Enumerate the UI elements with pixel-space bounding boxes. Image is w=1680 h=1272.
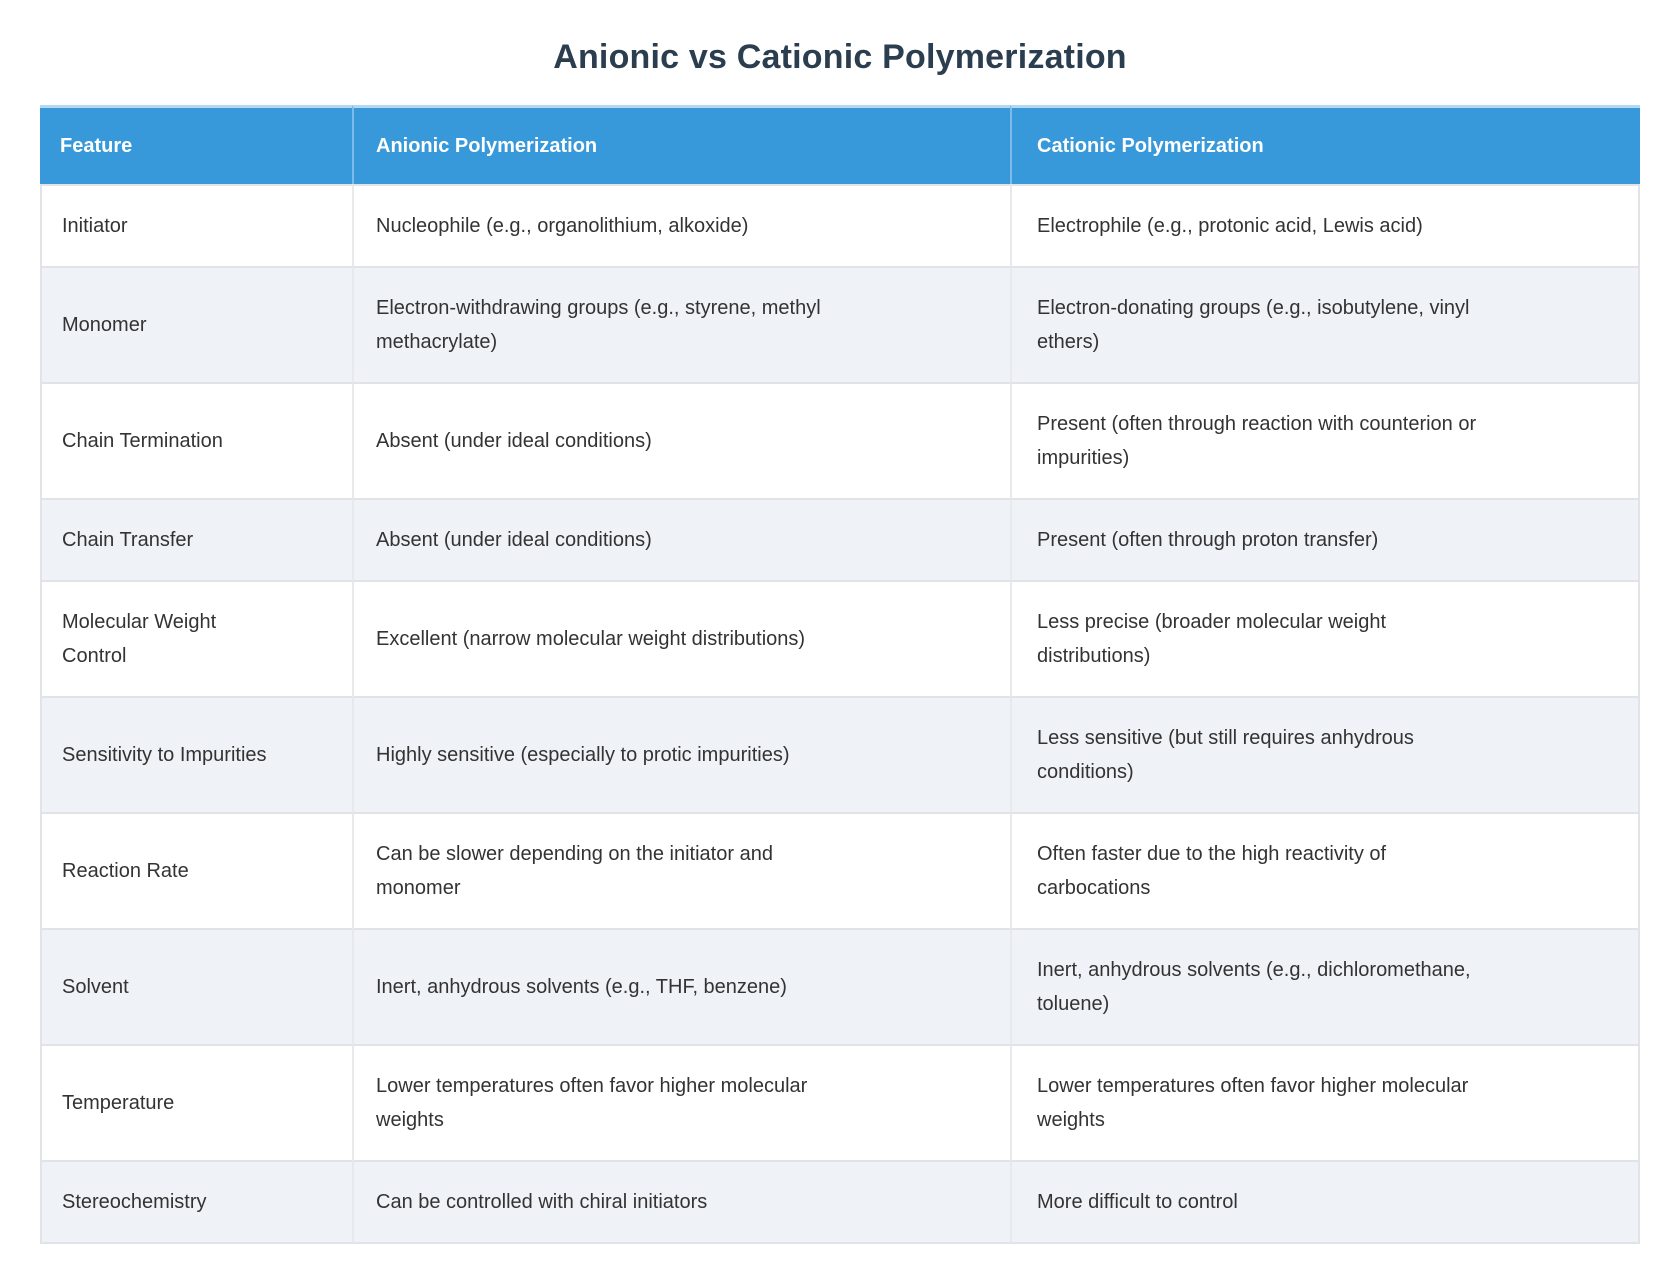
table-row: Stereochemistry Can be controlled with c… bbox=[40, 1162, 1640, 1244]
feature-cell: Monomer bbox=[40, 268, 352, 384]
table-row: Monomer Electron-withdrawing groups (e.g… bbox=[40, 268, 1640, 384]
page-title: Anionic vs Cationic Polymerization bbox=[553, 38, 1127, 76]
feature-cell: Chain Termination bbox=[40, 384, 352, 500]
table-row: Chain Transfer Absent (under ideal condi… bbox=[40, 500, 1640, 582]
anionic-cell: Highly sensitive (especially to protic i… bbox=[352, 698, 1010, 814]
cationic-cell: Less precise (broader molecular weight d… bbox=[1010, 582, 1640, 698]
feature-cell: Reaction Rate bbox=[40, 814, 352, 930]
cationic-cell: Electron-donating groups (e.g., isobutyl… bbox=[1010, 268, 1640, 384]
header-row: Feature Anionic Polymerization Cationic … bbox=[40, 105, 1640, 184]
feature-cell: Solvent bbox=[40, 930, 352, 1046]
column-header-cationic: Cationic Polymerization bbox=[1010, 105, 1640, 184]
feature-cell: Chain Transfer bbox=[40, 500, 352, 582]
anionic-cell: Can be controlled with chiral initiators bbox=[352, 1162, 1010, 1244]
table-row: Sensitivity to Impurities Highly sensiti… bbox=[40, 698, 1640, 814]
feature-cell: Sensitivity to Impurities bbox=[40, 698, 352, 814]
anionic-cell: Absent (under ideal conditions) bbox=[352, 384, 1010, 500]
cationic-cell: Present (often through proton transfer) bbox=[1010, 500, 1640, 582]
cationic-cell: Present (often through reaction with cou… bbox=[1010, 384, 1640, 500]
feature-cell: Temperature bbox=[40, 1046, 352, 1162]
feature-cell: Molecular Weight Control bbox=[40, 582, 352, 698]
cationic-cell: Less sensitive (but still requires anhyd… bbox=[1010, 698, 1640, 814]
cationic-cell: More difficult to control bbox=[1010, 1162, 1640, 1244]
anionic-cell: Lower temperatures often favor higher mo… bbox=[352, 1046, 1010, 1162]
column-header-feature: Feature bbox=[40, 105, 352, 184]
anionic-cell: Absent (under ideal conditions) bbox=[352, 500, 1010, 582]
table-header: Feature Anionic Polymerization Cationic … bbox=[40, 105, 1640, 184]
table-row: Temperature Lower temperatures often fav… bbox=[40, 1046, 1640, 1162]
feature-cell: Stereochemistry bbox=[40, 1162, 352, 1244]
column-header-anionic: Anionic Polymerization bbox=[352, 105, 1010, 184]
anionic-cell: Excellent (narrow molecular weight distr… bbox=[352, 582, 1010, 698]
anionic-cell: Inert, anhydrous solvents (e.g., THF, be… bbox=[352, 930, 1010, 1046]
comparison-table: Feature Anionic Polymerization Cationic … bbox=[40, 105, 1640, 1244]
cationic-cell: Lower temperatures often favor higher mo… bbox=[1010, 1046, 1640, 1162]
anionic-cell: Electron-withdrawing groups (e.g., styre… bbox=[352, 268, 1010, 384]
table-body: Initiator Nucleophile (e.g., organolithi… bbox=[40, 184, 1640, 1244]
table-row: Molecular Weight Control Excellent (narr… bbox=[40, 582, 1640, 698]
table-row: Initiator Nucleophile (e.g., organolithi… bbox=[40, 184, 1640, 268]
cationic-cell: Often faster due to the high reactivity … bbox=[1010, 814, 1640, 930]
anionic-cell: Can be slower depending on the initiator… bbox=[352, 814, 1010, 930]
table-row: Reaction Rate Can be slower depending on… bbox=[40, 814, 1640, 930]
table-row: Solvent Inert, anhydrous solvents (e.g.,… bbox=[40, 930, 1640, 1046]
cationic-cell: Electrophile (e.g., protonic acid, Lewis… bbox=[1010, 184, 1640, 268]
anionic-cell: Nucleophile (e.g., organolithium, alkoxi… bbox=[352, 184, 1010, 268]
table-row: Chain Termination Absent (under ideal co… bbox=[40, 384, 1640, 500]
feature-cell: Initiator bbox=[40, 184, 352, 268]
cationic-cell: Inert, anhydrous solvents (e.g., dichlor… bbox=[1010, 930, 1640, 1046]
